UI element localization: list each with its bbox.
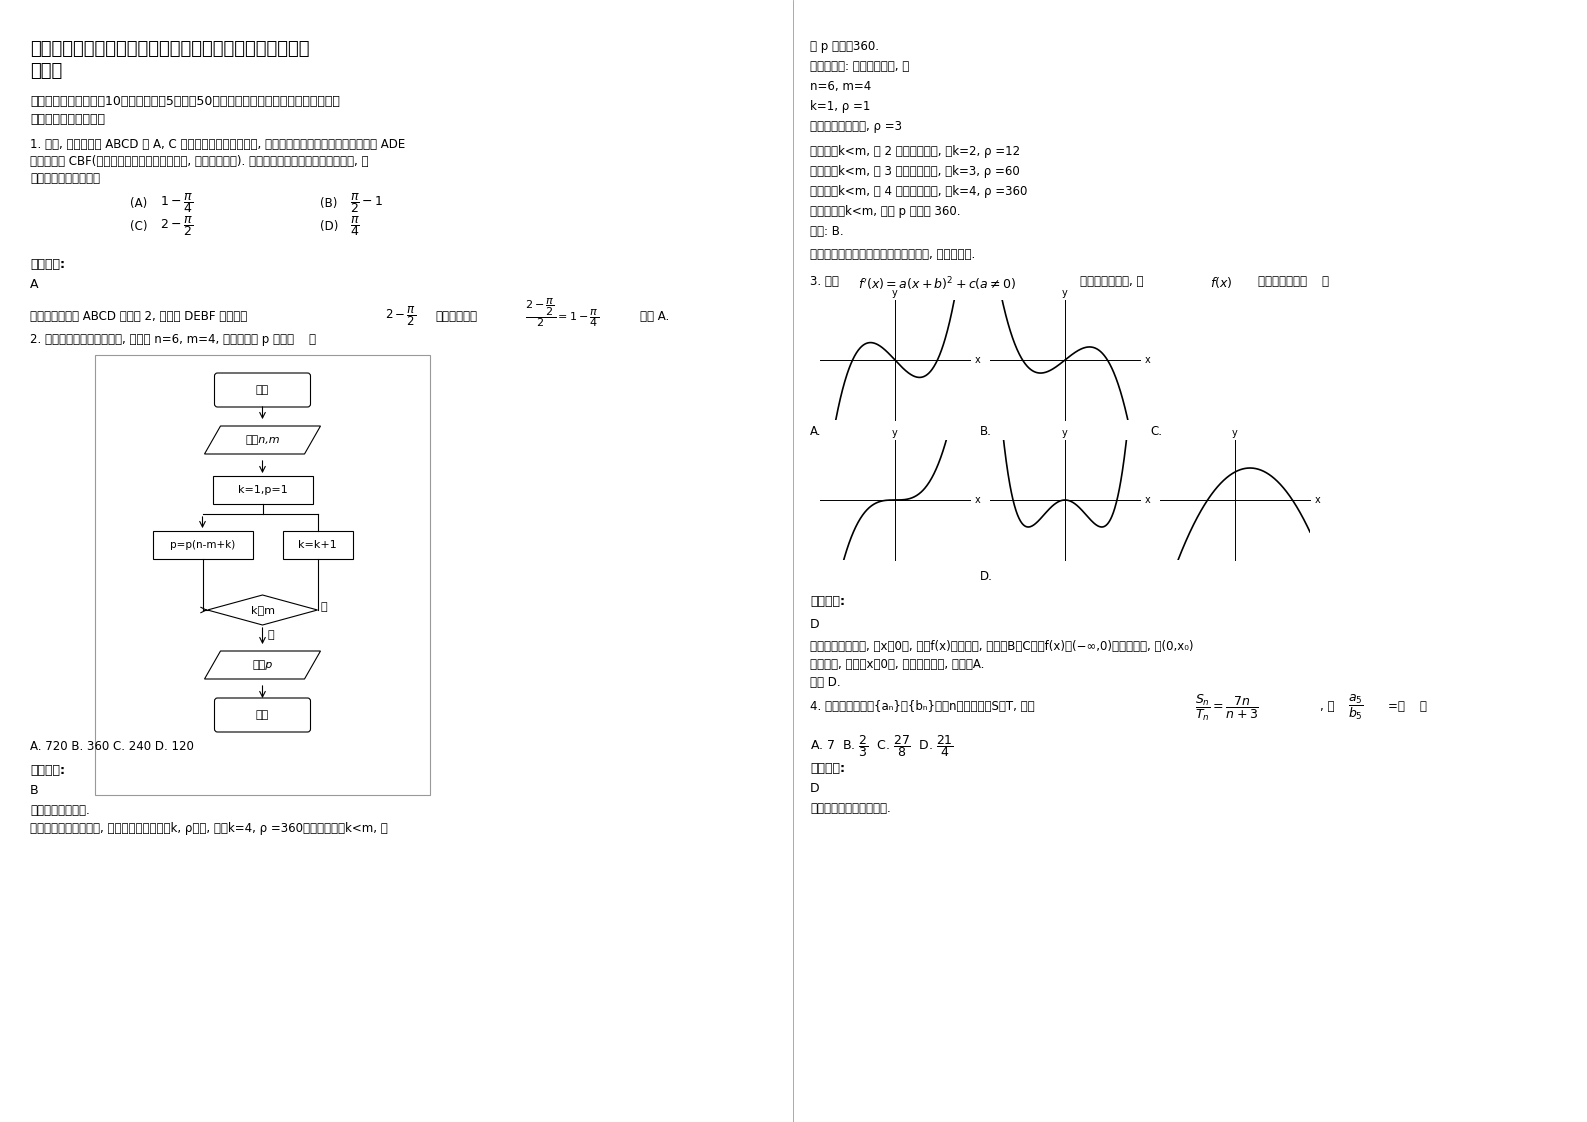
Text: A. 7  B. $\dfrac{2}{3}$  C. $\dfrac{27}{8}$  D. $\dfrac{21}{4}$: A. 7 B. $\dfrac{2}{3}$ C. $\dfrac{27}{8}… <box>809 733 954 758</box>
Bar <box>0 0 1587 30</box>
Text: $\dfrac{S_n}{T_n}=\dfrac{7n}{n+3}$: $\dfrac{S_n}{T_n}=\dfrac{7n}{n+3}$ <box>1195 693 1258 723</box>
Text: 单调递增, 因此当x＝0时, 函数由极小值, 故排除A.: 单调递增, 因此当x＝0时, 函数由极小值, 故排除A. <box>809 657 984 671</box>
Text: 是: 是 <box>321 603 327 611</box>
Text: D.: D. <box>981 570 993 583</box>
Text: $f'(x)=a(x+b)^2+c(a\neq0)$: $f'(x)=a(x+b)^2+c(a\neq0)$ <box>859 275 1017 293</box>
Text: 是一个符合题目要求的: 是一个符合题目要求的 <box>30 113 105 126</box>
Text: 参考答案:: 参考答案: <box>809 595 844 608</box>
Text: 故选 D.: 故选 D. <box>809 675 841 689</box>
Bar <box>152 531 252 559</box>
Text: C.: C. <box>1151 425 1162 438</box>
Text: 【考点】程序框图.: 【考点】程序框图. <box>30 804 90 817</box>
Text: $f(x)$: $f(x)$ <box>1209 275 1233 289</box>
Text: B: B <box>30 784 38 797</box>
Text: 【考点】等差数列的性质.: 【考点】等差数列的性质. <box>809 802 890 815</box>
Text: $2-\dfrac{\pi}{2}$: $2-\dfrac{\pi}{2}$ <box>160 214 194 238</box>
Bar <box>213 476 313 504</box>
Text: n=6, m=4: n=6, m=4 <box>809 80 871 93</box>
Text: 满足条件k<m, 第 2 次执行循环体, 有k=2, ρ =12: 满足条件k<m, 第 2 次执行循环体, 有k=2, ρ =12 <box>809 145 1020 158</box>
Text: x: x <box>1144 355 1151 365</box>
Bar <box>95 355 430 795</box>
Text: (D): (D) <box>321 220 338 233</box>
Text: p=p(n-m+k): p=p(n-m+k) <box>170 540 235 550</box>
Text: k=k+1: k=k+1 <box>298 540 336 550</box>
Text: 参考答案:: 参考答案: <box>30 258 65 272</box>
Text: $\dfrac{\pi}{2}-1$: $\dfrac{\pi}{2}-1$ <box>351 191 384 215</box>
Text: 含解析: 含解析 <box>30 62 62 80</box>
Text: A: A <box>30 278 38 291</box>
Text: y: y <box>892 429 898 439</box>
Text: y: y <box>892 288 898 298</box>
Text: D: D <box>809 618 819 631</box>
Text: x: x <box>1314 495 1320 505</box>
Text: 1. 如图, 在矩形区域 ABCD 的 A, C 两点处各有一个通信基站, 假设其信号覆盖范围分别是扇形区域 ADE: 1. 如图, 在矩形区域 ABCD 的 A, C 两点处各有一个通信基站, 假设… <box>30 138 405 151</box>
Text: 故选: B.: 故选: B. <box>809 226 844 238</box>
Text: 【点评】本题主要考察程序框图和算法, 属于基础题.: 【点评】本题主要考察程序框图和算法, 属于基础题. <box>809 248 976 261</box>
Text: $\dfrac{2-\dfrac{\pi}{2}}{2}=1-\dfrac{\pi}{4}$: $\dfrac{2-\dfrac{\pi}{2}}{2}=1-\dfrac{\p… <box>525 296 598 329</box>
Text: k=1, ρ =1: k=1, ρ =1 <box>809 100 870 113</box>
Text: 一、选择题：本大题共10小题，每小题5分，共50分。在每小题给出的四个选项中，只有: 一、选择题：本大题共10小题，每小题5分，共50分。在每小题给出的四个选项中，只… <box>30 95 340 108</box>
Text: (C): (C) <box>130 220 148 233</box>
FancyBboxPatch shape <box>214 698 311 732</box>
Text: 结束: 结束 <box>256 710 270 720</box>
Text: y: y <box>1062 288 1068 298</box>
Text: 由题设可知矩形 ABCD 面积为 2, 曲边形 DEBF 的面积为: 由题设可知矩形 ABCD 面积为 2, 曲边形 DEBF 的面积为 <box>30 310 248 323</box>
Text: 否: 否 <box>268 629 275 640</box>
Text: x: x <box>974 355 981 365</box>
Text: 4. 若两个等差数列{aₙ}和{bₙ}的前n项和分别是S和T, 已知: 4. 若两个等差数列{aₙ}和{bₙ}的前n项和分别是S和T, 已知 <box>809 700 1035 712</box>
Polygon shape <box>208 595 317 625</box>
FancyBboxPatch shape <box>214 373 311 407</box>
Text: 满足条件k<m, 第 4 次执行循环体, 有k=4, ρ =360: 满足条件k<m, 第 4 次执行循环体, 有k=4, ρ =360 <box>809 185 1027 197</box>
Text: 满足条件k<m, 第 3 次执行循环体, 有k=3, ρ =60: 满足条件k<m, 第 3 次执行循环体, 有k=3, ρ =60 <box>809 165 1020 178</box>
Text: x: x <box>1144 495 1151 505</box>
Text: $\dfrac{\pi}{4}$: $\dfrac{\pi}{4}$ <box>351 214 360 238</box>
Text: 的图像可能是（    ）: 的图像可能是（ ） <box>1258 275 1328 288</box>
Text: $1-\dfrac{\pi}{4}$: $1-\dfrac{\pi}{4}$ <box>160 191 194 215</box>
Text: y: y <box>1062 429 1068 439</box>
Text: , 则: , 则 <box>1320 700 1335 712</box>
Text: 由导函数图像可知, 当x＜0时, 函数f(x)单调递减, 故排除B、C；由f(x)在(−∞,0)上单调递减, 在(0,x₀): 由导函数图像可知, 当x＜0时, 函数f(x)单调递减, 故排除B、C；由f(x… <box>809 640 1193 653</box>
Text: 开始: 开始 <box>256 385 270 395</box>
Text: k=1,p=1: k=1,p=1 <box>238 485 287 495</box>
Text: x: x <box>974 495 981 505</box>
Text: 不满足条件k<m, 输出 p 的值为 360.: 不满足条件k<m, 输出 p 的值为 360. <box>809 205 960 218</box>
Text: 故所求概率为: 故所求概率为 <box>435 310 478 323</box>
Text: (B): (B) <box>321 197 338 210</box>
Text: 参考答案:: 参考答案: <box>809 762 844 775</box>
Text: 【解答】解: 执行程序框图, 有: 【解答】解: 执行程序框图, 有 <box>809 59 909 73</box>
Text: $2-\dfrac{\pi}{2}$: $2-\dfrac{\pi}{2}$ <box>386 304 416 328</box>
Text: ，选 A.: ，选 A. <box>640 310 670 323</box>
Text: 3. 已知: 3. 已知 <box>809 275 840 288</box>
Text: 该地点无信号的概率是: 该地点无信号的概率是 <box>30 172 100 185</box>
Text: k＜m: k＜m <box>251 605 275 615</box>
Polygon shape <box>205 651 321 679</box>
Text: D: D <box>809 782 819 795</box>
Bar <box>282 531 352 559</box>
Polygon shape <box>205 426 321 454</box>
Text: 的图像如图所示, 则: 的图像如图所示, 则 <box>1081 275 1144 288</box>
Text: 第一次执行循环体, ρ =3: 第一次执行循环体, ρ =3 <box>809 120 901 134</box>
Text: 出 p 的值为360.: 出 p 的值为360. <box>809 40 879 53</box>
Text: A.: A. <box>809 425 822 438</box>
Text: (A): (A) <box>130 197 148 210</box>
Text: y: y <box>1232 429 1238 439</box>
Text: 参考答案:: 参考答案: <box>30 764 65 778</box>
Text: 2. 如果执行如图的程序框图, 若输入 n=6, m=4, 那么输出的 p 等于（    ）: 2. 如果执行如图的程序框图, 若输入 n=6, m=4, 那么输出的 p 等于… <box>30 333 316 346</box>
Text: $\dfrac{a_5}{b_5}$: $\dfrac{a_5}{b_5}$ <box>1347 693 1363 723</box>
Text: 江西省上饶市私立一中文苑学校高三数学文下学期期末试卷: 江西省上饶市私立一中文苑学校高三数学文下学期期末试卷 <box>30 40 309 58</box>
Text: B.: B. <box>981 425 992 438</box>
Text: =（    ）: =（ ） <box>1389 700 1427 712</box>
Text: 【分析】执行程序框图, 写出每次循环得到的k, ρ的值, 当有k=4, ρ =360时不满足条件k<m, 输: 【分析】执行程序框图, 写出每次循环得到的k, ρ的值, 当有k=4, ρ =3… <box>30 822 387 835</box>
Text: 输入n,m: 输入n,m <box>244 435 279 445</box>
Text: A. 720 B. 360 C. 240 D. 120: A. 720 B. 360 C. 240 D. 120 <box>30 741 194 753</box>
Text: 和扇形区域 CBF(该矩形区域内无其他信号来源, 基站工作正常). 若在该矩形区域内随机地选一地点, 则: 和扇形区域 CBF(该矩形区域内无其他信号来源, 基站工作正常). 若在该矩形区… <box>30 155 368 168</box>
Text: 输出p: 输出p <box>252 660 273 670</box>
